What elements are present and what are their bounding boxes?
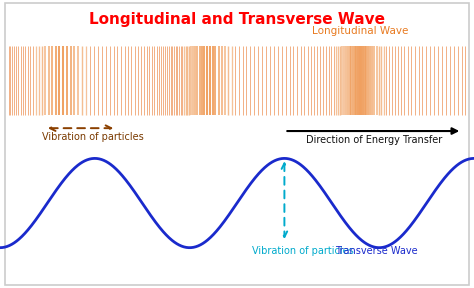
Text: Direction of Energy Transfer: Direction of Energy Transfer	[306, 135, 443, 145]
Text: Vibration of particles: Vibration of particles	[253, 246, 354, 256]
Text: Vibration of particles: Vibration of particles	[42, 132, 143, 143]
Text: Longitudinal and Transverse Wave: Longitudinal and Transverse Wave	[89, 12, 385, 26]
Text: Longitudinal Wave: Longitudinal Wave	[312, 26, 409, 36]
Text: Transverse Wave: Transverse Wave	[336, 246, 418, 256]
FancyBboxPatch shape	[5, 3, 469, 285]
